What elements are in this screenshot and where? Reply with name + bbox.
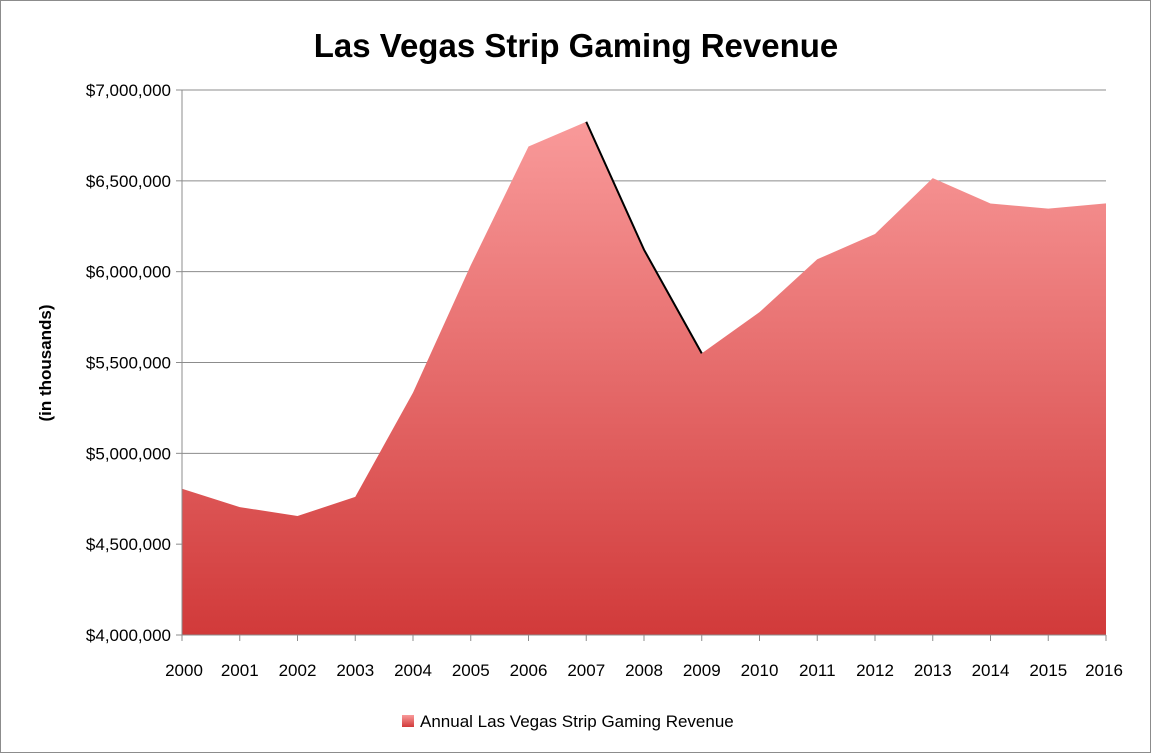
x-tick-label: 2013 (914, 661, 952, 680)
chart-title: Las Vegas Strip Gaming Revenue (314, 27, 839, 64)
x-tick-label: 2005 (452, 661, 490, 680)
y-tick-label: $7,000,000 (86, 81, 171, 100)
y-axis-ticks: $4,000,000 $4,500,000 $5,000,000 $5,500,000… (86, 81, 182, 645)
x-tick-label: 2015 (1029, 661, 1067, 680)
x-axis-ticks: 2000 2001 2002 2003 2004 2005 2006 2007 2008 2009… (165, 635, 1123, 680)
x-tick-label: 2009 (683, 661, 721, 680)
y-tick-label: $6,500,000 (86, 172, 171, 191)
y-tick-label: $4,000,000 (86, 626, 171, 645)
x-tick-label: 2011 (799, 661, 836, 680)
x-tick-label: 2000 (165, 661, 203, 680)
x-tick-label: 2016 (1085, 661, 1123, 680)
x-tick-label: 2008 (625, 661, 663, 680)
x-tick-label: 2014 (972, 661, 1010, 680)
legend: Annual Las Vegas Strip Gaming Revenue (402, 712, 734, 731)
y-tick-label: $5,500,000 (86, 354, 171, 373)
y-axis-label: (in thousands) (36, 304, 55, 421)
x-tick-label: 2007 (567, 661, 605, 680)
x-tick-label: 2002 (279, 661, 317, 680)
x-tick-label: 2004 (394, 661, 432, 680)
legend-entry: Annual Las Vegas Strip Gaming Revenue (420, 712, 734, 731)
x-tick-label: 2006 (510, 661, 548, 680)
x-tick-label: 2001 (221, 661, 259, 680)
y-tick-label: $4,500,000 (86, 535, 171, 554)
highlight-decline-line (585, 121, 703, 354)
x-tick-label: 2010 (741, 661, 779, 680)
x-tick-label: 2003 (336, 661, 374, 680)
area-series-fill (182, 121, 1106, 636)
y-tick-label: $6,000,000 (86, 263, 171, 282)
area-series (182, 121, 1106, 636)
y-tick-label: $5,000,000 (86, 444, 171, 463)
legend-swatch (402, 715, 414, 727)
x-tick-label: 2012 (856, 661, 894, 680)
